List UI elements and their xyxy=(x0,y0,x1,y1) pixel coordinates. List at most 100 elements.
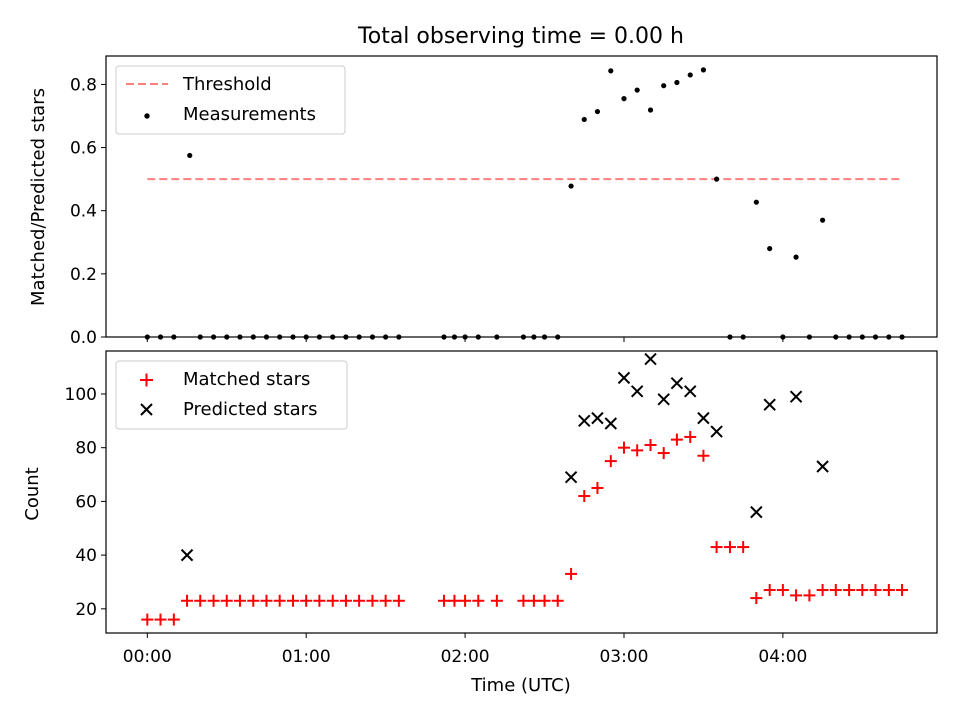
predicted-stars-point-b xyxy=(180,548,194,562)
matched-stars-point xyxy=(816,584,829,597)
matched-stars-point xyxy=(723,541,736,554)
predicted-stars-legend-swatch xyxy=(140,403,153,416)
matched-stars-point xyxy=(896,584,909,597)
matched-stars-point xyxy=(490,594,503,607)
matched-stars-point xyxy=(750,592,763,605)
legend-label-measurements: Measurements xyxy=(183,104,316,125)
matched-stars-point xyxy=(527,594,540,607)
predicted-stars-point-b xyxy=(684,385,697,398)
matched-stars-point xyxy=(300,594,313,607)
predicted-stars-point-b xyxy=(670,377,684,390)
count-y-axis-label: Count xyxy=(22,467,43,520)
count-legend: Matched stars Predicted stars xyxy=(115,360,348,430)
count-y-tick-label: 100 xyxy=(65,385,97,405)
measurements-point xyxy=(700,67,707,73)
matched-stars-point xyxy=(167,613,180,626)
matched-stars-point xyxy=(604,455,617,468)
predicted-stars-point xyxy=(684,385,697,398)
measurements-point xyxy=(621,96,627,102)
ratio-panel: 0.00.20.40.60.8 Matched/Predicted stars … xyxy=(28,55,938,348)
matched-stars-point xyxy=(657,447,670,460)
figure-title: Total observing time = 0.00 h xyxy=(357,24,684,49)
matched-stars-point xyxy=(287,594,300,607)
matched-stars-point xyxy=(670,433,683,446)
legend-frame xyxy=(115,360,348,430)
predicted-stars-point xyxy=(591,411,604,425)
count-y-tick-label: 20 xyxy=(75,600,97,620)
matched-stars-point xyxy=(326,594,339,607)
predicted-stars-point xyxy=(617,371,631,385)
matched-stars-point xyxy=(578,490,591,503)
legend-label-threshold: Threshold xyxy=(182,74,272,95)
matched-stars-point xyxy=(776,584,789,597)
predicted-stars-point-b xyxy=(763,398,776,411)
matched-stars-point xyxy=(517,594,530,607)
matched-stars-point xyxy=(737,541,750,554)
predicted-stars-point-b xyxy=(697,411,710,425)
measurements-point xyxy=(687,72,693,78)
legend-label-matched-stars: Matched stars xyxy=(183,369,310,390)
matched-stars-legend-swatch xyxy=(140,373,153,387)
ratio-y-tick-label: 0.0 xyxy=(70,328,97,348)
ratio-y-tick-label: 0.6 xyxy=(70,139,97,159)
predicted-stars-point xyxy=(789,390,803,403)
predicted-stars-point-b xyxy=(578,414,591,428)
measurements-point xyxy=(714,176,720,182)
predicted-stars-point-b xyxy=(816,460,829,473)
matched-stars-point xyxy=(565,567,578,580)
ratio-legend: Threshold Measurements xyxy=(115,65,346,135)
measurements-point xyxy=(634,87,640,93)
matched-stars-point xyxy=(260,594,273,607)
matched-stars-point xyxy=(194,594,207,607)
matched-stars-point xyxy=(273,594,286,607)
predicted-stars-point xyxy=(630,385,644,398)
matched-stars-point xyxy=(684,430,697,443)
count-x-tick-label: 01:00 xyxy=(282,647,331,667)
count-y-tick-label: 60 xyxy=(75,492,97,512)
legend-frame xyxy=(115,65,346,135)
predicted-stars-point xyxy=(763,398,776,411)
ratio-y-tick-label: 0.4 xyxy=(70,202,97,222)
matched-stars-point xyxy=(829,584,842,597)
matched-stars-point xyxy=(392,594,405,607)
measurements-point xyxy=(674,79,680,86)
matched-stars-point xyxy=(459,594,472,607)
matched-stars-point xyxy=(220,594,233,607)
matched-stars-point xyxy=(437,594,450,607)
measurements-point xyxy=(647,107,654,113)
matched-stars-point xyxy=(763,584,776,597)
matched-stars-point xyxy=(644,439,657,451)
matched-stars-point xyxy=(233,594,246,607)
count-y-tick-label: 40 xyxy=(75,546,97,566)
matched-stars-point xyxy=(181,594,194,607)
ratio-y-tick-label: 0.8 xyxy=(70,75,97,95)
predicted-stars-point xyxy=(644,352,657,366)
matched-stars-point xyxy=(207,594,220,607)
measurements-point xyxy=(819,217,826,223)
measurements-point xyxy=(568,183,574,189)
matched-stars-point xyxy=(379,594,392,607)
predicted-stars-point xyxy=(697,411,710,425)
measurements-point xyxy=(608,68,614,74)
matched-stars-point xyxy=(448,594,461,607)
measurements-point xyxy=(594,108,601,115)
matched-stars-point xyxy=(803,589,816,602)
predicted-stars-point xyxy=(180,548,194,562)
predicted-stars-point xyxy=(578,414,591,428)
count-x-tick-label: 00:00 xyxy=(123,647,172,667)
matched-stars-point xyxy=(154,613,167,626)
matched-stars-point xyxy=(141,613,154,626)
predicted-stars-point-b xyxy=(604,417,618,430)
predicted-stars-point xyxy=(816,460,829,473)
measurements-point xyxy=(661,83,667,89)
count-x-axis-label: Time (UTC) xyxy=(470,675,571,696)
matched-stars-point xyxy=(697,449,710,462)
predicted-stars-point-b xyxy=(564,471,578,484)
predicted-stars-point xyxy=(564,471,578,484)
measurements-point xyxy=(581,116,587,123)
predicted-stars-point-b xyxy=(644,352,657,366)
measurements-point xyxy=(753,199,759,205)
ratio-y-axis-label: Matched/Predicted stars xyxy=(28,88,49,306)
matched-stars-point xyxy=(790,589,803,602)
predicted-stars-point-b xyxy=(750,505,763,519)
